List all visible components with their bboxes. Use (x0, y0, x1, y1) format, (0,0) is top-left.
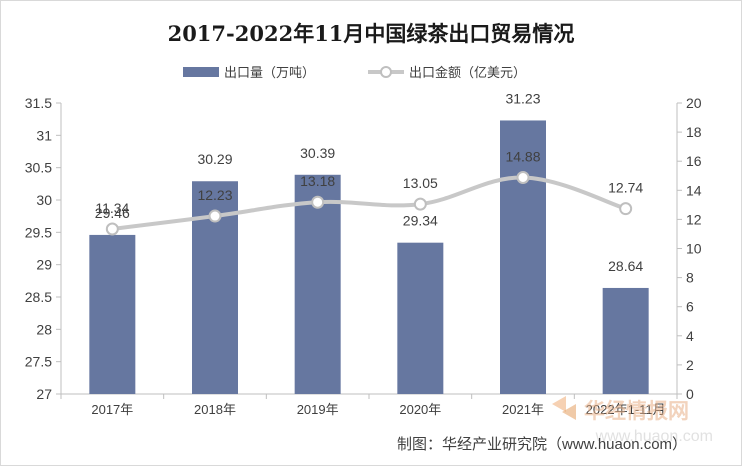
y-left-tick-label: 30 (36, 192, 52, 208)
line-marker (311, 195, 325, 209)
y-left-tick-label: 27.5 (25, 354, 52, 370)
bar (602, 287, 649, 394)
bar-value-label: 30.29 (197, 151, 232, 167)
bar (294, 174, 341, 394)
y-right-tick-label: 20 (686, 95, 702, 111)
x-tick-label: 2022年1-11月 (586, 402, 666, 417)
line-marker (413, 197, 427, 211)
line-value-label: 14.88 (505, 148, 540, 164)
y-right-tick-label: 0 (686, 386, 694, 402)
y-right-tick-label: 16 (686, 153, 702, 169)
y-left-tick-label: 31 (36, 127, 52, 143)
x-tick-label: 2018年 (194, 402, 236, 417)
line-value-label: 12.23 (197, 187, 232, 203)
bar-value-label: 31.23 (505, 90, 540, 106)
source-note: 制图：华经产业研究院（www.huaon.com） (397, 435, 687, 453)
watermark-logo-shape-2 (562, 404, 576, 420)
bar (89, 234, 136, 394)
line-series (105, 170, 633, 236)
line-marker (619, 202, 633, 216)
legend-swatch-bar (183, 67, 219, 77)
y-right-tick-label: 12 (686, 211, 702, 227)
y-left-tick-label: 29.5 (25, 224, 52, 240)
axes: 27 27.5 28 28.5 29 29.5 30 30.5 31 31.5 0 2 4 6 8 10 12 1… (25, 95, 702, 417)
x-tick-label: 2017年 (91, 402, 133, 417)
line-marker (208, 209, 222, 223)
data-labels: 29.46 30.29 30.39 29.34 31.23 28.64 11.34 12.23… (95, 90, 644, 273)
y-left-tick-label: 27 (36, 386, 52, 402)
x-tick-label: 2020年 (399, 402, 441, 417)
legend-label-line: 出口金额（亿美元） (409, 65, 526, 80)
bar-value-label: 29.34 (403, 213, 438, 229)
chart-title: 2017-2022年11月中国绿茶出口贸易情况 (168, 21, 575, 46)
y-right-tick-label: 4 (686, 328, 694, 344)
y-left-tick-label: 30.5 (25, 160, 52, 176)
bar (500, 120, 546, 395)
x-tick-label: 2021年 (502, 402, 544, 417)
y-left-tick-label: 28 (36, 321, 52, 337)
y-left-tick-label: 29 (36, 257, 52, 273)
line-value-label: 12.74 (608, 180, 643, 196)
y-right-tick-label: 8 (686, 270, 694, 286)
legend-label-bar: 出口量（万吨） (224, 65, 315, 80)
watermark: 华经情报网 www.huaon.com (552, 396, 713, 445)
x-tick-label: 2019年 (297, 402, 339, 417)
line-value-label: 13.18 (300, 173, 335, 189)
y-right-tick-label: 6 (686, 299, 694, 315)
y-right-tick-label: 14 (686, 182, 702, 198)
legend: 出口量（万吨） 出口金额（亿美元） (183, 65, 526, 80)
line-value-label: 11.34 (95, 200, 129, 216)
line-path (112, 175, 627, 231)
line-value-label: 13.05 (403, 175, 438, 191)
y-left-tick-label: 31.5 (25, 95, 52, 111)
watermark-url: www.huaon.com (595, 428, 713, 445)
line-marker (105, 222, 119, 236)
bar (397, 242, 444, 394)
legend-swatch-marker (380, 66, 392, 78)
line-marker (516, 170, 530, 184)
y-right-tick-label: 10 (686, 241, 702, 257)
bar-value-label: 29.46 (95, 205, 130, 221)
y-right-tick-label: 18 (686, 124, 702, 140)
y-left-tick-label: 28.5 (25, 289, 52, 305)
bar-value-label: 28.64 (608, 258, 643, 274)
bar-value-label: 30.39 (300, 145, 335, 161)
watermark-logo-shape (552, 396, 566, 412)
bar-series (89, 120, 649, 395)
watermark-brand: 华经情报网 (584, 399, 689, 423)
y-right-tick-label: 2 (686, 357, 694, 373)
